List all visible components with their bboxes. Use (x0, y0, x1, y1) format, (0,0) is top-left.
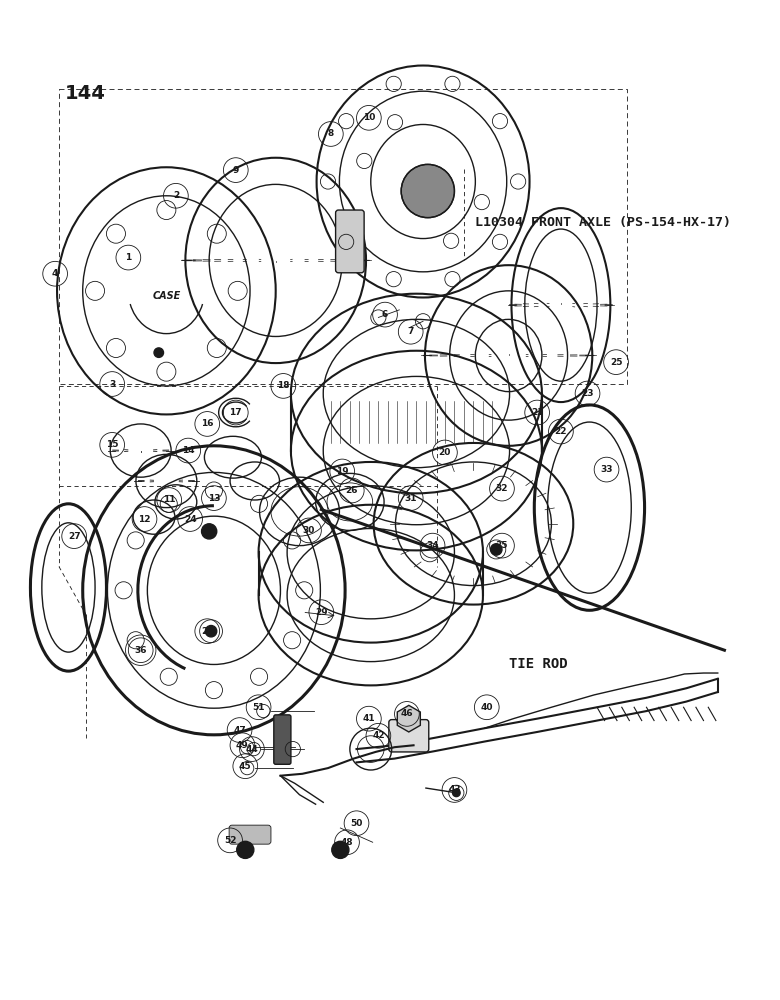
Text: 31: 31 (405, 494, 417, 503)
FancyBboxPatch shape (229, 825, 271, 844)
Ellipse shape (452, 789, 460, 797)
Text: 28: 28 (201, 627, 214, 636)
Text: 43: 43 (448, 785, 461, 794)
Text: 6: 6 (382, 310, 388, 319)
Text: 42: 42 (372, 731, 385, 740)
Ellipse shape (401, 164, 455, 218)
Text: 8: 8 (328, 129, 334, 138)
Text: 19: 19 (336, 467, 349, 476)
Text: 10: 10 (363, 113, 375, 122)
Text: 49: 49 (236, 741, 249, 750)
FancyBboxPatch shape (389, 720, 429, 752)
Text: 12: 12 (138, 515, 151, 524)
Text: 45: 45 (239, 762, 252, 771)
Ellipse shape (236, 841, 254, 858)
Text: 24: 24 (184, 515, 197, 524)
Ellipse shape (332, 841, 349, 858)
Text: 41: 41 (363, 714, 375, 723)
Text: 32: 32 (496, 484, 509, 493)
Text: 40: 40 (480, 703, 493, 712)
Text: 46: 46 (401, 709, 413, 718)
FancyBboxPatch shape (335, 210, 364, 273)
Text: 47: 47 (233, 726, 246, 735)
Text: 52: 52 (224, 836, 236, 845)
Text: 20: 20 (438, 448, 451, 457)
Text: 29: 29 (315, 608, 328, 617)
Text: 35: 35 (496, 541, 509, 550)
Ellipse shape (154, 348, 164, 357)
Text: 25: 25 (610, 358, 622, 367)
Text: 48: 48 (341, 838, 353, 847)
Text: 30: 30 (303, 526, 315, 535)
Text: 2: 2 (172, 191, 179, 200)
Ellipse shape (491, 544, 502, 555)
Text: 36: 36 (134, 646, 147, 655)
Text: 14: 14 (182, 446, 194, 455)
Text: 7: 7 (407, 327, 414, 336)
Text: 1: 1 (126, 253, 132, 262)
Text: 44: 44 (246, 745, 258, 754)
Text: 9: 9 (232, 166, 239, 175)
Text: 17: 17 (229, 408, 242, 417)
Text: 27: 27 (68, 532, 80, 541)
Text: 50: 50 (350, 819, 363, 828)
Ellipse shape (205, 625, 217, 637)
Text: TIE ROD: TIE ROD (509, 657, 567, 671)
Ellipse shape (201, 524, 217, 539)
Text: 33: 33 (601, 465, 613, 474)
Text: L10304 FRONT AXLE (PS-154-HX-17): L10304 FRONT AXLE (PS-154-HX-17) (475, 216, 732, 229)
Text: CASE: CASE (152, 291, 180, 301)
Text: 21: 21 (531, 408, 544, 417)
Text: 15: 15 (106, 440, 119, 449)
Text: 11: 11 (163, 495, 176, 504)
Text: 13: 13 (207, 494, 220, 503)
Text: 22: 22 (555, 427, 567, 436)
Text: 4: 4 (52, 269, 58, 278)
Text: 51: 51 (253, 703, 265, 712)
Text: 144: 144 (65, 84, 105, 103)
Text: 34: 34 (426, 541, 439, 550)
Text: 3: 3 (109, 380, 115, 389)
FancyBboxPatch shape (274, 715, 291, 764)
Text: 23: 23 (581, 389, 594, 398)
Text: 18: 18 (277, 381, 289, 390)
Text: 26: 26 (346, 486, 358, 495)
Text: 16: 16 (201, 419, 214, 428)
